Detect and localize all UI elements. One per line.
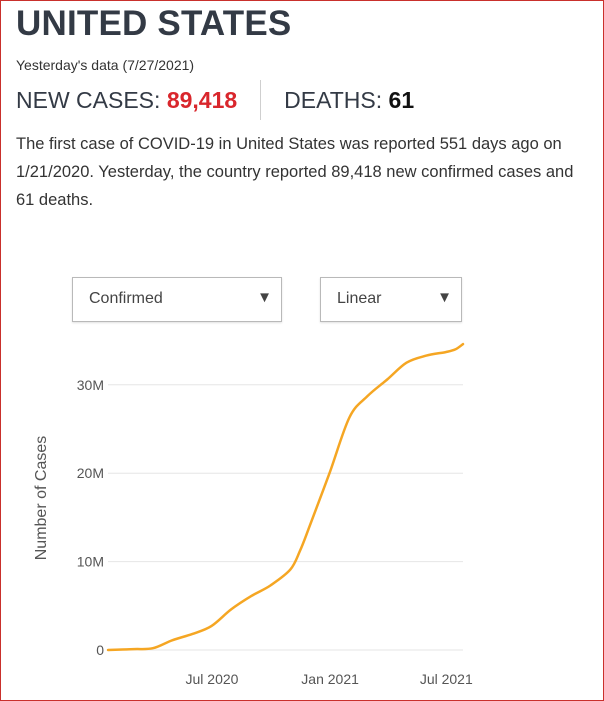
y-tick-label: 10M — [77, 554, 104, 570]
deaths-stat: DEATHS: 61 — [284, 87, 414, 114]
y-axis-label: Number of Cases — [33, 436, 50, 561]
triangle-down-icon: ▼ — [437, 289, 452, 306]
summary-part-1: The first case of — [16, 135, 138, 153]
new-cases-label: NEW CASES: — [16, 86, 161, 113]
summary-text: The first case of COVID-19 in United Sta… — [16, 130, 596, 214]
page-title: UNITED STATES — [16, 4, 292, 43]
metric-select[interactable]: Confirmed ▼ — [72, 277, 282, 322]
y-tick-labels: 0 10M 20M 30M — [77, 377, 104, 658]
deaths-value: 61 — [388, 86, 415, 113]
y-tick-label: 0 — [96, 642, 104, 658]
y-tick-label: 30M — [77, 377, 104, 393]
metric-select-value: Confirmed — [89, 290, 163, 307]
cases-line — [106, 342, 465, 652]
scale-select[interactable]: Linear ▼ — [320, 277, 462, 322]
x-tick-label: Jan 2021 — [301, 671, 359, 687]
new-cases-value: 89,418 — [166, 86, 238, 113]
triangle-down-icon: ▼ — [257, 289, 272, 306]
summary-part-3: was reported 551 days ago on 1/21/2020. … — [16, 135, 574, 209]
disease-name: COVID-19 — [137, 135, 215, 153]
stats-row: NEW CASES: 89,418 DEATHS: 61 — [16, 80, 414, 120]
x-tick-label: Jul 2020 — [186, 671, 239, 687]
chart-grid — [108, 384, 463, 651]
stats-divider — [260, 80, 262, 120]
scale-select-value: Linear — [337, 290, 382, 307]
y-tick-label: 20M — [77, 465, 104, 481]
data-date: Yesterday's data (7/27/2021) — [16, 57, 195, 73]
deaths-label: DEATHS: — [284, 86, 383, 113]
summary-part-2: in — [214, 135, 237, 153]
x-tick-labels: Jul 2020 Jan 2021 Jul 2021 — [186, 671, 473, 687]
new-cases-stat: NEW CASES: 89,418 — [16, 87, 237, 114]
x-tick-label: Jul 2021 — [420, 671, 473, 687]
country-name: United States — [236, 135, 336, 153]
